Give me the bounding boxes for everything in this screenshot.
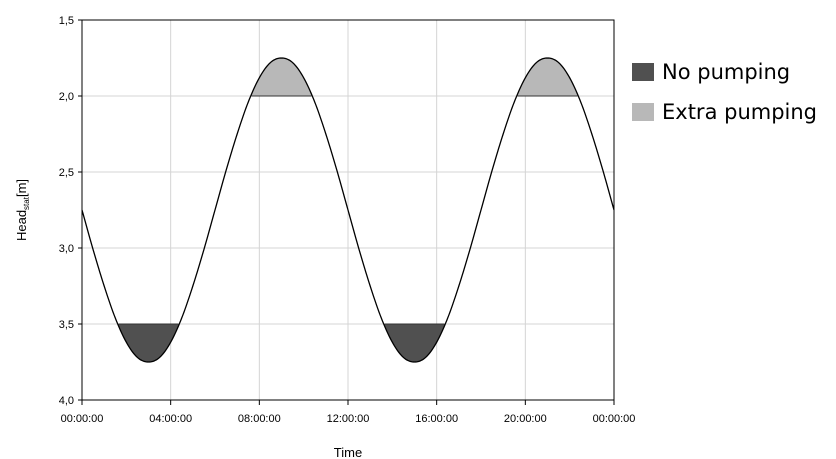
y-axis-title: Headstat[m] — [14, 179, 31, 241]
x-tick-label: 00:00:00 — [61, 413, 104, 425]
shaded-area — [384, 324, 445, 362]
x-axis-title: Time — [334, 445, 362, 459]
shaded-area — [251, 58, 312, 96]
shaded-area — [517, 58, 578, 96]
y-tick-label: 3,0 — [59, 243, 74, 255]
y-tick-label: 3,5 — [59, 319, 74, 331]
legend: No pumping Extra pumping — [632, 60, 817, 124]
y-tick-label: 2,0 — [59, 91, 74, 103]
x-axis-ticks: 00:00:00 04:00:00 08:00:00 12:00:00 16:00:00… — [61, 400, 636, 425]
legend-swatch — [632, 103, 654, 121]
series-lines — [81, 57, 615, 363]
y-tick-label: 1,5 — [59, 15, 74, 27]
y-tick-label: 2,5 — [59, 167, 74, 179]
x-tick-label: 12:00:00 — [327, 413, 370, 425]
x-tick-label: 00:00:00 — [593, 413, 636, 425]
x-tick-label: 20:00:00 — [504, 413, 547, 425]
shaded-area — [118, 324, 179, 362]
series-line — [81, 57, 615, 363]
y-axis-ticks: 1,5 2,0 2,5 3,0 3,5 4,0 — [59, 15, 82, 407]
y-axis-title-unit: [m] — [14, 179, 29, 197]
y-axis-title-sub: stat — [22, 196, 31, 210]
x-tick-label: 08:00:00 — [238, 413, 281, 425]
x-tick-label: 16:00:00 — [415, 413, 458, 425]
legend-label: No pumping — [662, 60, 790, 84]
y-tick-label: 4,0 — [59, 395, 74, 407]
y-axis-title-main: Head — [14, 210, 29, 241]
x-tick-label: 04:00:00 — [149, 413, 192, 425]
legend-label: Extra pumping — [662, 100, 817, 124]
legend-swatch — [632, 63, 654, 81]
